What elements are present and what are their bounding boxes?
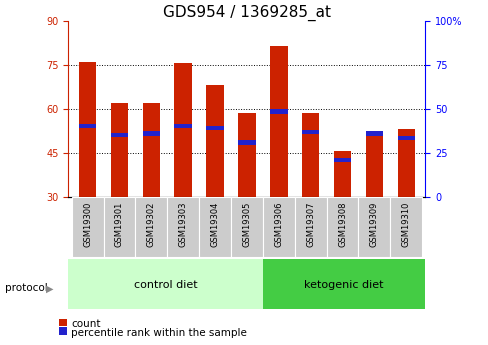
Bar (206, 85, 224, 197)
Bar (174, 63, 192, 197)
Bar (397, 129, 414, 197)
Bar (263, 259, 425, 309)
Bar (365, 132, 383, 197)
Text: GSM19301: GSM19301 (115, 201, 123, 247)
Bar (397, 136, 414, 140)
Bar (326, 197, 358, 257)
Text: count: count (71, 319, 100, 329)
Bar (167, 197, 199, 257)
Text: protocol: protocol (5, 283, 47, 293)
Text: GSM19300: GSM19300 (83, 201, 92, 247)
Text: GSM19309: GSM19309 (369, 201, 378, 247)
Bar (389, 197, 421, 257)
Bar (238, 113, 255, 197)
Bar (110, 133, 128, 137)
Bar (174, 124, 192, 128)
Bar (206, 126, 224, 130)
Bar (142, 131, 160, 136)
Bar (79, 62, 96, 197)
Bar (269, 109, 287, 114)
Text: GSM19305: GSM19305 (242, 201, 251, 247)
Bar (263, 197, 294, 257)
Text: GSM19310: GSM19310 (401, 201, 410, 247)
Bar (110, 103, 128, 197)
Text: control diet: control diet (134, 280, 197, 290)
Bar (103, 197, 135, 257)
Bar (358, 197, 389, 257)
Bar (269, 46, 287, 197)
Title: GDS954 / 1369285_at: GDS954 / 1369285_at (163, 4, 330, 21)
Bar (301, 130, 319, 134)
Bar (333, 158, 350, 162)
Bar (199, 197, 230, 257)
Text: GSM19303: GSM19303 (178, 201, 187, 247)
Text: ▶: ▶ (46, 284, 53, 294)
Bar (301, 113, 319, 197)
Bar (238, 140, 255, 145)
Text: GSM19304: GSM19304 (210, 201, 219, 247)
Text: GSM19302: GSM19302 (146, 201, 156, 247)
Bar (230, 197, 263, 257)
Bar (135, 197, 167, 257)
Bar (142, 103, 160, 197)
Text: GSM19307: GSM19307 (305, 201, 315, 247)
Bar (72, 197, 103, 257)
Bar (294, 197, 326, 257)
Text: GSM19308: GSM19308 (337, 201, 346, 247)
Text: GSM19306: GSM19306 (274, 201, 283, 247)
Text: percentile rank within the sample: percentile rank within the sample (71, 328, 246, 337)
Bar (333, 151, 350, 197)
Bar (79, 124, 96, 128)
Text: ketogenic diet: ketogenic diet (304, 280, 383, 290)
Bar (365, 131, 383, 136)
Bar (68, 259, 263, 309)
